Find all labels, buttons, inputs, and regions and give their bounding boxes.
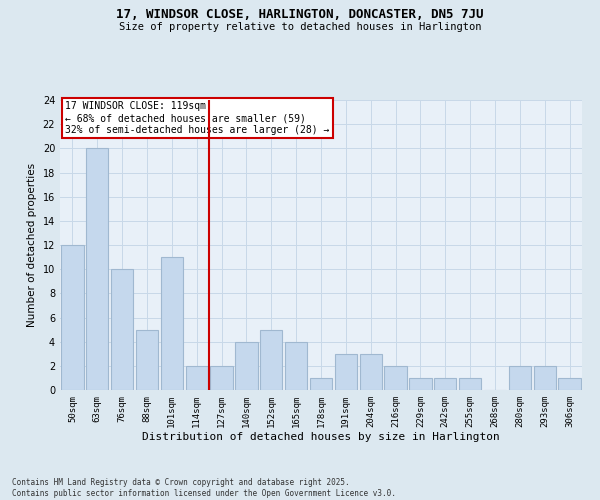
Bar <box>211 366 233 390</box>
Bar <box>359 354 382 390</box>
Text: Size of property relative to detached houses in Harlington: Size of property relative to detached ho… <box>119 22 481 32</box>
Bar <box>235 342 257 390</box>
Bar <box>559 378 581 390</box>
Bar <box>136 330 158 390</box>
Text: 17 WINDSOR CLOSE: 119sqm
← 68% of detached houses are smaller (59)
32% of semi-d: 17 WINDSOR CLOSE: 119sqm ← 68% of detach… <box>65 102 329 134</box>
Bar <box>509 366 531 390</box>
Bar <box>86 148 109 390</box>
Text: Contains HM Land Registry data © Crown copyright and database right 2025.
Contai: Contains HM Land Registry data © Crown c… <box>12 478 396 498</box>
Bar <box>260 330 283 390</box>
Bar <box>335 354 357 390</box>
Bar <box>161 257 183 390</box>
Bar <box>285 342 307 390</box>
Bar <box>185 366 208 390</box>
Text: Distribution of detached houses by size in Harlington: Distribution of detached houses by size … <box>142 432 500 442</box>
Bar <box>61 245 83 390</box>
Bar <box>409 378 431 390</box>
Bar <box>434 378 457 390</box>
Bar <box>310 378 332 390</box>
Bar <box>459 378 481 390</box>
Y-axis label: Number of detached properties: Number of detached properties <box>27 163 37 327</box>
Bar <box>111 269 133 390</box>
Bar <box>385 366 407 390</box>
Text: 17, WINDSOR CLOSE, HARLINGTON, DONCASTER, DN5 7JU: 17, WINDSOR CLOSE, HARLINGTON, DONCASTER… <box>116 8 484 20</box>
Bar <box>533 366 556 390</box>
